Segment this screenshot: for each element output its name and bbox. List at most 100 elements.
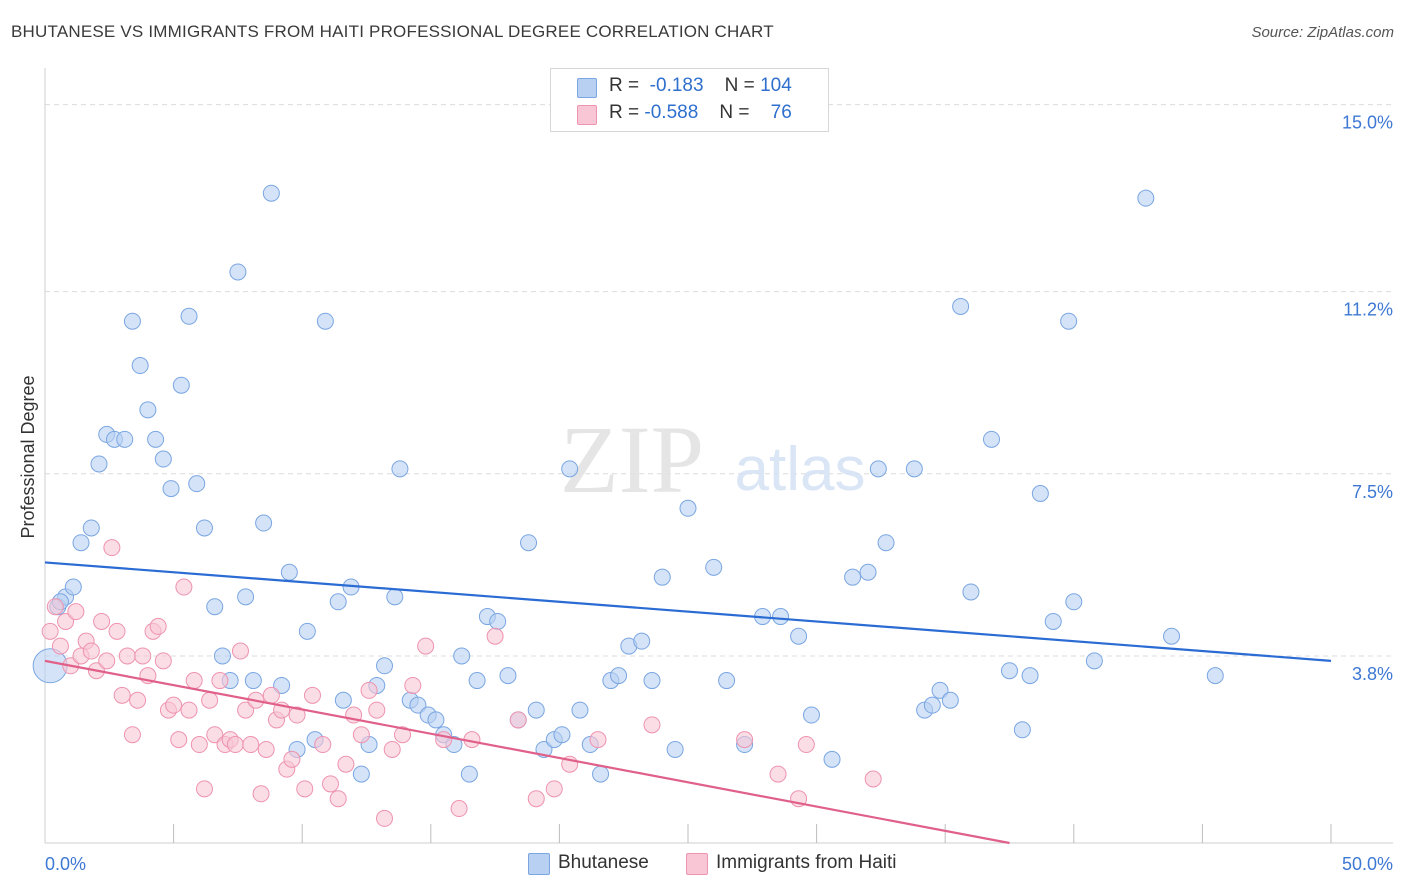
bhutanese-point: [453, 647, 471, 665]
bhutanese-point: [90, 455, 108, 473]
bhutanese-point: [195, 519, 213, 537]
bhutanese-point: [653, 568, 671, 586]
haiti-point: [314, 736, 332, 754]
haiti-point: [797, 736, 815, 754]
bhutanese-point: [923, 696, 941, 714]
haiti-point: [486, 627, 504, 645]
bhutanese-point: [931, 681, 949, 699]
x-tick-label: 50.0%: [1342, 854, 1393, 874]
haiti-point: [283, 750, 301, 768]
bhutanese-point: [316, 312, 334, 330]
bhutanese-point: [823, 750, 841, 768]
bhutanese-point: [633, 632, 651, 650]
bhutanese-point: [460, 765, 478, 783]
haiti-point: [98, 652, 116, 670]
source-label: Source: ZipAtlas.com: [1251, 24, 1394, 41]
bhutanese-point: [82, 519, 100, 537]
haiti-point: [360, 681, 378, 699]
haiti-point: [252, 785, 270, 803]
bhutanese-point: [237, 588, 255, 606]
bhutanese-point: [280, 563, 298, 581]
haiti-point: [262, 686, 280, 704]
bhutanese-point: [273, 676, 291, 694]
bhutanese-point: [952, 297, 970, 315]
bhutanese-point: [610, 667, 628, 685]
haiti-point: [185, 672, 203, 690]
haiti-point: [352, 726, 370, 744]
trend-line-haiti: [44, 659, 1010, 845]
haiti-point: [206, 726, 224, 744]
bhutanese-point: [1065, 593, 1083, 611]
watermark-zip: ZIP: [560, 406, 704, 513]
haiti-point: [545, 780, 563, 798]
bhutanese-point: [982, 430, 1000, 448]
haiti-point: [383, 740, 401, 758]
bhutanese-point: [1031, 484, 1049, 502]
bhutanese-point: [1163, 627, 1181, 645]
haiti-point: [288, 706, 306, 724]
haiti-point: [211, 672, 229, 690]
haiti-point: [201, 691, 219, 709]
bhutanese-point: [1085, 652, 1103, 670]
haiti-point: [57, 612, 75, 630]
bhutanese-point: [1137, 189, 1155, 207]
bhutanese-point: [1044, 612, 1062, 630]
bhutanese-point: [206, 598, 224, 616]
bhutanese-point: [489, 612, 507, 630]
haiti-point: [93, 612, 111, 630]
haiti-point: [736, 731, 754, 749]
x-tick-labels: 0.0% 50.0%: [45, 854, 1393, 874]
trend-lines: [44, 561, 1332, 845]
haiti-point: [417, 637, 435, 655]
legend-n-label: N =: [719, 102, 750, 123]
bhutanese-point: [705, 558, 723, 576]
haiti-point: [589, 731, 607, 749]
legend-r-label: R =: [609, 75, 640, 96]
chart-title: BHUTANESE VS IMMIGRANTS FROM HAITI PROFE…: [11, 22, 774, 41]
legend-r-label: R =: [609, 102, 640, 123]
haiti-point: [509, 711, 527, 729]
bhutanese-point: [329, 593, 347, 611]
haiti-point: [103, 539, 121, 557]
bhutanese-point: [376, 657, 394, 675]
watermark-atlas: atlas: [735, 435, 866, 504]
bhutanese-point: [386, 588, 404, 606]
bhutanese-point: [188, 475, 206, 493]
bhutanese-point: [1021, 667, 1039, 685]
bottom-legend-swatch-bhutanese: [528, 853, 550, 875]
haiti-point: [242, 736, 260, 754]
bhutanese-point: [1013, 721, 1031, 739]
series-haiti: [41, 539, 882, 827]
haiti-point: [368, 701, 386, 719]
bhutanese-point: [334, 691, 352, 709]
haiti-point: [450, 800, 468, 818]
bhutanese-point: [409, 696, 427, 714]
haiti-point: [321, 775, 339, 793]
bhutanese-point: [391, 460, 409, 478]
bhutanese-point: [499, 667, 517, 685]
y-axis-label: Professional Degree: [18, 375, 38, 538]
bottom-legend-label: Bhutanese: [558, 852, 649, 873]
haiti-point: [329, 790, 347, 808]
legend-r-value: -0.588: [644, 102, 699, 123]
haiti-point: [82, 642, 100, 660]
bhutanese-point: [859, 563, 877, 581]
haiti-point: [643, 716, 661, 734]
haiti-point: [394, 726, 412, 744]
bhutanese-point: [679, 499, 697, 517]
bhutanese-point: [877, 534, 895, 552]
bhutanese-point: [561, 460, 579, 478]
bhutanese-point: [869, 460, 887, 478]
bottom-legend-label: Immigrants from Haiti: [716, 852, 897, 873]
bhutanese-point: [1206, 667, 1224, 685]
legend-swatch-haiti: [577, 105, 597, 125]
correlation-legend: R = -0.183 N = 104 R = -0.588 N = 76: [550, 68, 829, 132]
haiti-point: [404, 676, 422, 694]
bhutanese-point: [962, 583, 980, 601]
haiti-point: [303, 686, 321, 704]
bhutanese-point: [427, 711, 445, 729]
bottom-legend-swatch-haiti: [686, 853, 708, 875]
legend-n-value: 104: [760, 75, 792, 96]
haiti-point: [237, 701, 255, 719]
y-tick-label: 11.2%: [1343, 300, 1393, 320]
